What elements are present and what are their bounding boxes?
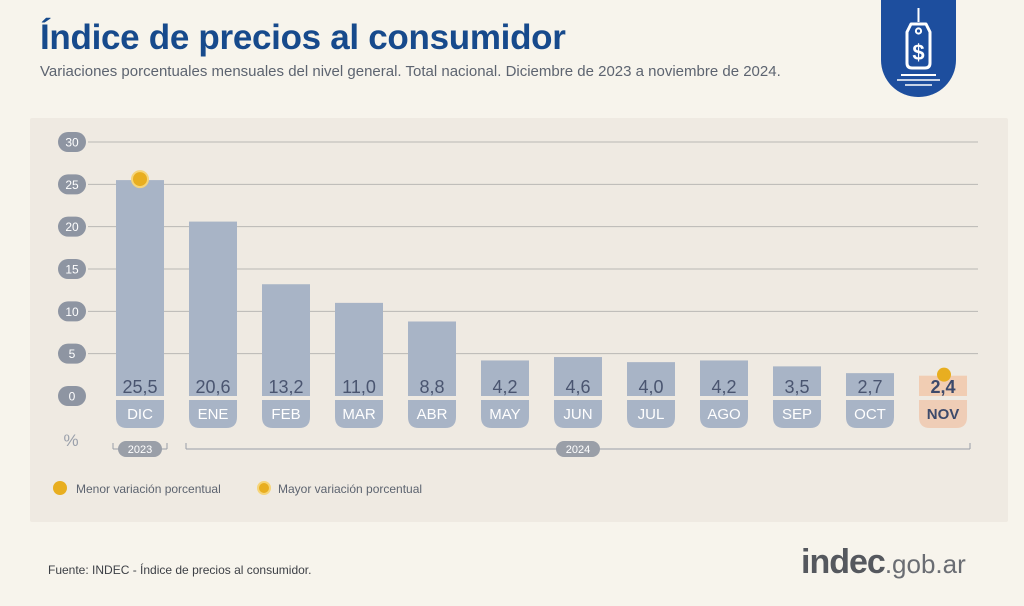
category-pill: [189, 400, 237, 428]
y-tick-label: 0: [69, 390, 76, 404]
category-pill: [919, 400, 967, 428]
y-tick-label: 10: [65, 305, 79, 319]
bar: [116, 180, 164, 396]
bar-value-label: 2,7: [857, 377, 882, 397]
bar: [408, 321, 456, 396]
y-tick-pill: [58, 259, 86, 279]
y-tick-label: 20: [65, 220, 79, 234]
category-pill: [408, 400, 456, 428]
bar: [189, 221, 237, 396]
bar: [700, 360, 748, 396]
legend-min-marker: [53, 481, 67, 495]
bar-value-label: 25,5: [122, 377, 157, 397]
category-pill: [846, 400, 894, 428]
category-pill: [335, 400, 383, 428]
bar-chart: 0 5 10 15 20 25 30% 25,5 DIC 20,6 ENE 13,2 FEB 11,0 MA…: [58, 132, 978, 457]
category-label: AGO: [707, 406, 740, 423]
y-tick-pill: [58, 216, 86, 237]
indec-logo: indec.gob.ar: [801, 543, 966, 582]
category-pill: [262, 400, 310, 428]
category-label: MAY: [489, 406, 520, 423]
category-label: DIC: [127, 406, 153, 423]
category-pill: [627, 400, 675, 428]
bar-value-label: 20,6: [195, 377, 230, 397]
legend-max-marker: [257, 481, 271, 495]
category-pill: [773, 400, 821, 428]
y-tick-label: 25: [65, 178, 79, 192]
bar: [627, 362, 675, 396]
bar-value-label: 4,2: [492, 377, 517, 397]
y-tick-pill: [58, 174, 86, 195]
y-tick-label: 30: [65, 136, 79, 150]
bar-value-label: 4,2: [711, 377, 736, 397]
category-label: OCT: [854, 406, 886, 423]
y-tick-pill: [58, 301, 86, 322]
y-tick-pill: [58, 132, 86, 152]
y-axis-label: %: [63, 431, 78, 450]
max-marker: [131, 170, 149, 189]
category-label: JUL: [638, 406, 665, 423]
bar-value-label: 8,8: [419, 377, 444, 397]
y-tick-label: 5: [69, 347, 76, 361]
bar-value-label: 4,0: [638, 377, 663, 397]
logo-main: indec: [801, 543, 886, 581]
category-label: MAR: [342, 406, 376, 423]
bar: [773, 366, 821, 396]
bar: [335, 302, 383, 396]
page-title: Índice de precios al consumidor: [40, 18, 566, 57]
y-tick-pill: [58, 386, 86, 406]
year-label: 2023: [128, 444, 152, 456]
chart-panel: 0 5 10 15 20 25 30% 25,5 DIC 20,6 ENE 13,2 FEB 11,0 MA…: [30, 118, 1008, 522]
bar: [554, 357, 602, 396]
category-label: ABR: [417, 406, 448, 423]
legend-min-label: Menor variación porcentual: [76, 482, 221, 496]
page-subtitle: Variaciones porcentuales mensuales del n…: [40, 63, 781, 80]
bar: [262, 284, 310, 396]
category-label: SEP: [782, 406, 812, 423]
bar-value-label: 11,0: [342, 377, 376, 397]
bar: [481, 360, 529, 396]
logo-suffix: .gob.ar: [884, 549, 966, 579]
category-pill: [700, 400, 748, 428]
bar-value-label: 4,6: [565, 377, 590, 397]
category-pill: [116, 400, 164, 428]
bar: [919, 375, 967, 396]
price-tag-dollar-icon: $: [897, 8, 940, 86]
year-label: 2024: [566, 444, 590, 456]
source-note: Fuente: INDEC - Índice de precios al con…: [48, 563, 312, 577]
category-label: FEB: [271, 406, 300, 423]
bar-value-label: 2,4: [930, 377, 955, 397]
min-marker: [937, 367, 951, 382]
bar-value-label: 3,5: [784, 377, 809, 397]
year-pill: [118, 441, 162, 457]
category-pill: [481, 400, 529, 428]
year-pill: [556, 441, 600, 457]
category-label: NOV: [927, 406, 960, 423]
y-tick-label: 15: [65, 263, 79, 277]
category-pill: [554, 400, 602, 428]
category-label: ENE: [198, 406, 229, 423]
bar: [846, 373, 894, 396]
y-tick-pill: [58, 343, 86, 364]
price-tag-badge: $: [881, 0, 956, 97]
legend-max-label: Mayor variación porcentual: [278, 482, 423, 496]
svg-text:$: $: [912, 40, 924, 65]
bar-value-label: 13,2: [268, 377, 303, 397]
category-label: JUN: [563, 406, 592, 423]
